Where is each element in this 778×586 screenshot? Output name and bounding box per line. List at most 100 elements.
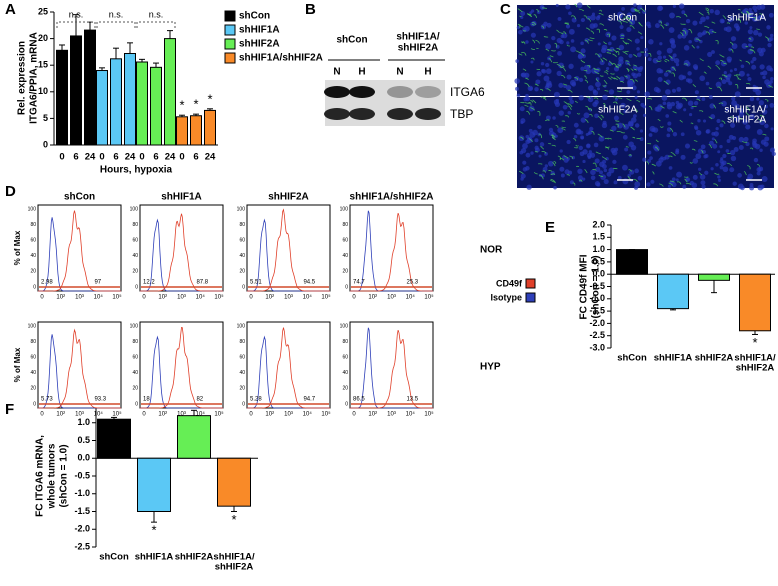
x-tick-label: 0 bbox=[142, 295, 146, 301]
membrane-stain bbox=[624, 75, 628, 78]
membrane-stain bbox=[533, 14, 538, 18]
nucleus bbox=[748, 7, 753, 12]
bar bbox=[136, 61, 148, 146]
nucleus bbox=[565, 24, 571, 29]
gate-value: 5.28 bbox=[250, 397, 262, 403]
nucleus bbox=[740, 64, 745, 69]
legend-swatch bbox=[224, 52, 236, 64]
nucleus bbox=[586, 143, 591, 148]
micrograph-label: shHIF1A bbox=[727, 13, 766, 24]
nucleus bbox=[578, 77, 584, 83]
membrane-stain bbox=[668, 55, 673, 59]
legend-swatch bbox=[525, 292, 536, 303]
nucleus bbox=[515, 59, 520, 63]
nucleus bbox=[537, 124, 542, 130]
nucleus bbox=[708, 140, 714, 146]
membrane-stain bbox=[700, 150, 704, 154]
nucleus bbox=[687, 71, 692, 76]
nucleus bbox=[570, 39, 575, 43]
membrane-stain bbox=[587, 108, 592, 111]
nucleus bbox=[680, 132, 685, 137]
membrane-stain bbox=[574, 100, 579, 104]
x-tick-label: 24 bbox=[165, 152, 176, 163]
nucleus bbox=[622, 134, 628, 140]
nucleus bbox=[749, 114, 755, 120]
membrane-stain bbox=[603, 71, 609, 75]
nucleus bbox=[707, 51, 713, 57]
band bbox=[349, 108, 375, 120]
nucleus bbox=[694, 126, 699, 131]
membrane-stain bbox=[738, 117, 743, 120]
nucleus bbox=[525, 40, 529, 44]
membrane-stain bbox=[585, 27, 591, 31]
membrane-stain bbox=[657, 119, 661, 122]
membrane-stain bbox=[656, 60, 662, 62]
nucleus bbox=[530, 60, 534, 64]
nucleus bbox=[622, 164, 628, 171]
nucleus bbox=[597, 42, 601, 46]
membrane-stain bbox=[620, 34, 625, 37]
nucleus bbox=[583, 112, 590, 119]
membrane-stain bbox=[621, 131, 625, 134]
band bbox=[349, 86, 375, 98]
nucleus bbox=[694, 90, 699, 95]
membrane-stain bbox=[520, 136, 524, 140]
nucleus bbox=[597, 14, 601, 18]
nucleus bbox=[763, 104, 768, 109]
nucleus bbox=[585, 68, 592, 75]
nucleus bbox=[540, 62, 545, 66]
nucleus bbox=[710, 114, 716, 120]
nucleus bbox=[629, 169, 635, 175]
y-tick-label: 20 bbox=[239, 386, 245, 392]
nucleus bbox=[520, 177, 524, 181]
y-tick-label: 80 bbox=[30, 339, 36, 345]
bar bbox=[84, 29, 96, 146]
membrane-stain bbox=[540, 88, 544, 92]
membrane-stain bbox=[594, 53, 601, 58]
membrane-stain bbox=[682, 29, 687, 35]
membrane-stain bbox=[689, 161, 693, 164]
nucleus bbox=[670, 43, 677, 49]
membrane-stain bbox=[633, 54, 638, 58]
membrane-stain bbox=[721, 120, 726, 125]
nucleus bbox=[545, 115, 551, 121]
x-tick-label: 0 bbox=[59, 152, 64, 163]
membrane-stain bbox=[706, 11, 710, 15]
nucleus bbox=[657, 76, 663, 83]
y-tick-label: 2.0 bbox=[592, 219, 605, 229]
x-tick-label: 10³ bbox=[284, 295, 293, 301]
membrane-stain bbox=[557, 155, 561, 161]
x-tick-label: 0 bbox=[40, 295, 44, 301]
nucleus bbox=[631, 85, 637, 91]
nucleus bbox=[705, 15, 710, 20]
bar bbox=[56, 49, 68, 146]
membrane-stain bbox=[699, 110, 704, 113]
membrane-stain bbox=[715, 40, 719, 45]
membrane-stain bbox=[518, 53, 523, 56]
membrane-stain bbox=[610, 76, 616, 80]
membrane-stain bbox=[615, 75, 621, 80]
nucleus bbox=[719, 123, 724, 128]
membrane-stain bbox=[531, 23, 535, 26]
nucleus bbox=[685, 61, 691, 67]
nucleus bbox=[701, 184, 706, 189]
nucleus bbox=[731, 96, 736, 101]
membrane-stain bbox=[595, 78, 599, 83]
membrane-stain bbox=[532, 39, 536, 44]
nucleus bbox=[750, 60, 754, 64]
y-axis-label: % of Max bbox=[13, 230, 22, 265]
membrane-stain bbox=[688, 28, 693, 34]
nucleus bbox=[657, 55, 663, 60]
y-tick-label: 0.0 bbox=[592, 269, 605, 279]
nucleus bbox=[560, 173, 565, 178]
nucleus bbox=[598, 135, 605, 142]
membrane-stain bbox=[751, 46, 755, 49]
nucleus bbox=[603, 178, 609, 185]
nucleus bbox=[745, 141, 750, 147]
nucleus bbox=[716, 118, 721, 124]
nucleus bbox=[620, 102, 626, 109]
membrane-stain bbox=[545, 119, 550, 122]
membrane-stain bbox=[670, 180, 675, 183]
membrane-stain bbox=[605, 69, 609, 72]
annotation: * bbox=[207, 91, 212, 106]
